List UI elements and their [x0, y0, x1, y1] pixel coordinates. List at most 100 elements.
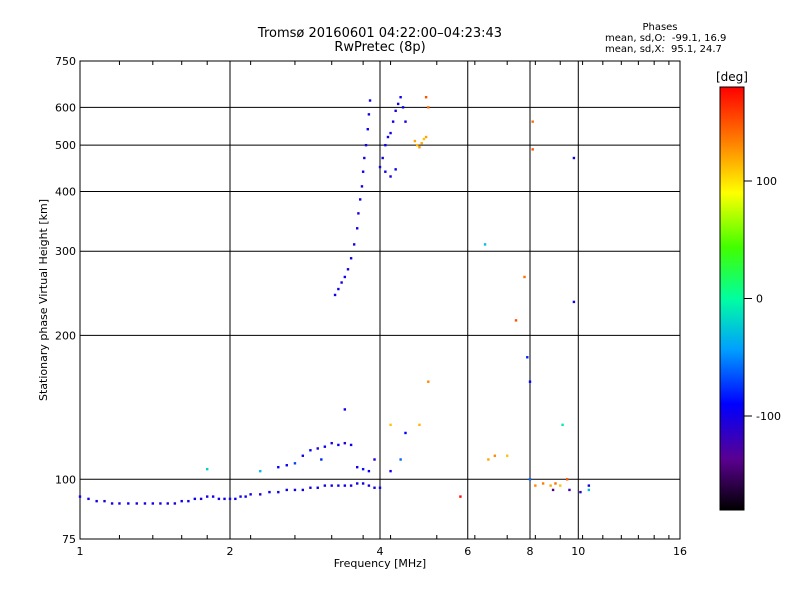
grid-lines	[80, 61, 680, 539]
data-point	[523, 275, 526, 279]
data-point	[579, 490, 582, 494]
data-point	[309, 449, 312, 452]
y-tick-label: 500	[55, 139, 76, 152]
data-point	[127, 502, 130, 505]
data-point	[277, 490, 280, 494]
data-point	[534, 484, 537, 487]
data-point	[367, 469, 371, 473]
data-point	[337, 443, 340, 447]
data-point	[572, 156, 576, 160]
data-point	[493, 454, 497, 457]
data-point	[505, 454, 509, 457]
data-point	[424, 135, 428, 139]
data-point	[386, 135, 390, 139]
data-point	[244, 495, 247, 498]
data-point	[559, 484, 562, 487]
data-point	[378, 165, 382, 169]
data-point	[180, 499, 183, 503]
phase-stats-title: Phases	[642, 22, 678, 33]
colorbar-tick-label: 100	[756, 175, 777, 188]
x-axis-label: Frequency [MHz]	[334, 557, 426, 570]
data-point	[205, 495, 209, 498]
data-point	[360, 185, 364, 188]
data-point	[389, 469, 392, 473]
data-point	[217, 497, 221, 501]
data-point	[173, 502, 177, 505]
y-axis-ticks: 75 100 200 300 400 500 600 750	[55, 55, 76, 546]
data-point	[561, 423, 564, 427]
data-point	[323, 484, 327, 487]
data-point	[554, 482, 557, 485]
data-point	[349, 484, 353, 487]
data-point	[572, 300, 576, 304]
data-point	[361, 467, 365, 471]
y-tick-label: 600	[55, 101, 76, 114]
data-point	[549, 484, 552, 487]
data-point	[277, 465, 280, 469]
y-tick-label: 75	[62, 533, 76, 546]
data-point	[389, 175, 392, 178]
colorbar-tick-label: -100	[756, 410, 781, 423]
data-point	[205, 467, 209, 471]
x-tick-label: 1	[77, 545, 84, 558]
data-point	[199, 497, 203, 501]
data-point	[330, 484, 333, 487]
data-point	[340, 281, 343, 284]
data-point	[293, 488, 297, 492]
chart-subtitle: RwPretec (8p)	[334, 40, 426, 55]
data-point	[110, 502, 114, 505]
y-tick-label: 750	[55, 55, 76, 68]
data-point	[355, 482, 359, 485]
data-point	[424, 95, 428, 99]
data-point	[384, 143, 387, 147]
data-point	[399, 95, 402, 99]
colorbar-unit: [deg]	[716, 70, 748, 84]
data-point	[78, 495, 82, 498]
colorbar-ticks: 100 0 -100	[744, 175, 781, 423]
data-point	[415, 143, 419, 147]
y-axis-label: Stationary phase Virtual Height [km]	[37, 199, 50, 401]
data-point	[349, 443, 353, 447]
data-point	[384, 170, 387, 173]
data-point	[343, 441, 347, 445]
chart-title: Tromsø 20160601 04:22:00–04:23:43	[257, 26, 503, 41]
data-point	[223, 497, 226, 501]
data-point	[373, 486, 376, 489]
data-point	[526, 356, 529, 359]
data-point	[337, 484, 340, 487]
data-point	[528, 380, 532, 383]
data-point	[366, 127, 369, 131]
data-point	[394, 109, 397, 113]
data-point	[268, 490, 271, 494]
data-point	[301, 488, 305, 492]
data-point	[159, 502, 162, 505]
data-point	[343, 408, 347, 411]
data-point	[404, 431, 407, 435]
data-point	[361, 170, 365, 173]
data-point	[151, 502, 155, 505]
data-point	[330, 441, 333, 445]
x-tick-label: 8	[527, 545, 534, 558]
data-point	[249, 493, 252, 496]
data-point	[143, 502, 147, 505]
data-point	[293, 462, 297, 465]
x-tick-label: 4	[377, 545, 384, 558]
data-point	[587, 488, 591, 492]
data-point	[381, 156, 384, 160]
data-point	[367, 113, 371, 116]
y-tick-label: 200	[55, 329, 76, 342]
data-point	[211, 495, 215, 498]
data-point	[95, 499, 98, 503]
data-point	[228, 497, 232, 501]
data-point	[587, 484, 591, 487]
x-tick-label: 2	[227, 545, 234, 558]
data-point	[320, 458, 323, 461]
data-point	[285, 464, 288, 467]
data-point	[487, 458, 490, 461]
x-tick-label: 6	[464, 545, 471, 558]
data-point	[420, 141, 423, 145]
data-point	[349, 257, 353, 260]
data-point	[337, 287, 340, 291]
data-point	[389, 423, 392, 427]
